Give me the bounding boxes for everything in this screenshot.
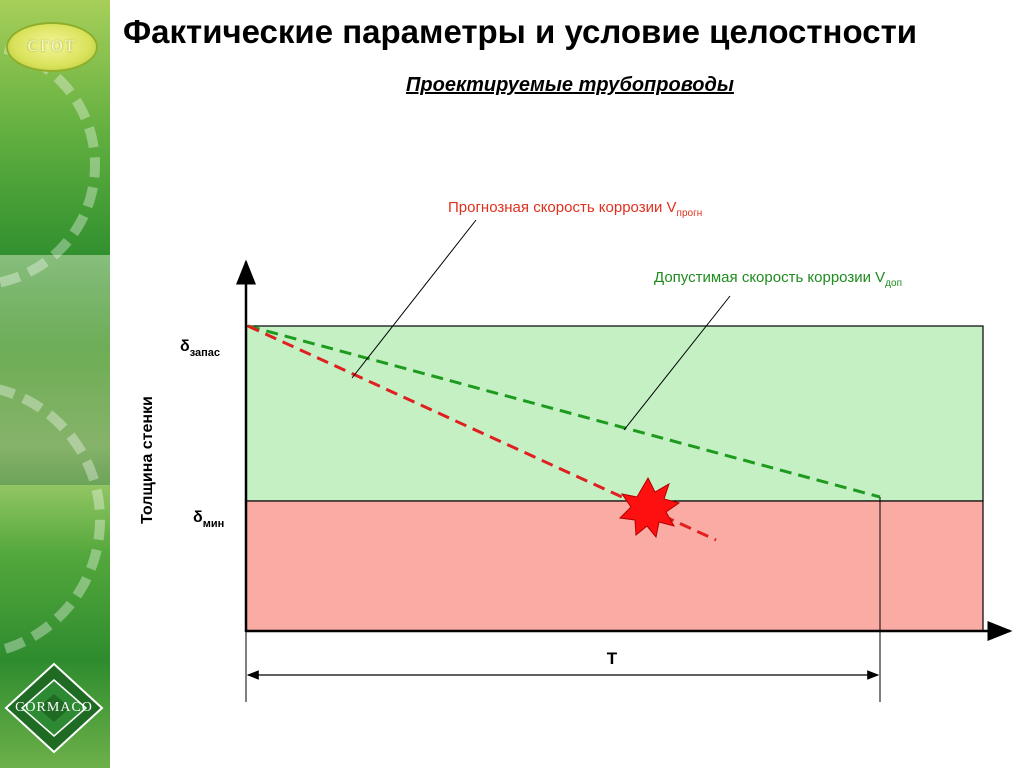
safe-zone [245, 325, 984, 502]
bottom-logo-text: CORMACO [15, 700, 93, 715]
cormaco-logo-icon [4, 662, 104, 754]
y-axis-label: Толщина стенки [139, 396, 156, 524]
top-logo-text: СГОТ [27, 38, 77, 55]
delta-reserve-subscript: запас [190, 347, 220, 359]
forecast-leader-line [351, 219, 477, 379]
delta-reserve-symbol: δ [180, 338, 190, 355]
allowed-rate-label: Допустимая скорость коррозии Vдоп [654, 269, 902, 289]
allowed-rate-line [247, 324, 881, 499]
delta-min-label: δмин [193, 509, 224, 530]
allowed-rate-subscript: доп [885, 278, 902, 289]
delta-reserve-label: δзапас [180, 338, 220, 359]
slide-subtitle: Проектируемые трубопроводы [406, 74, 734, 96]
delta-min-symbol: δ [193, 509, 203, 526]
allowed-leader-line [623, 295, 731, 431]
top-logo: СГОТ [6, 22, 98, 72]
side-decor-panel: СГОТ CORMACO [0, 0, 110, 768]
slide-title: Фактические параметры и условие целостно… [123, 13, 918, 50]
forecast-rate-label: Прогнозная скорость коррозии Vпрогн [448, 199, 702, 219]
forecast-rate-subscript: прогн [677, 208, 703, 219]
t-label: T [607, 649, 618, 668]
danger-zone [245, 500, 984, 632]
forecast-rate-text: Прогнозная скорость коррозии V [448, 199, 677, 216]
failure-burst-icon [618, 476, 681, 539]
allowed-rate-text: Допустимая скорость коррозии V [654, 269, 885, 286]
delta-min-subscript: мин [203, 518, 225, 530]
